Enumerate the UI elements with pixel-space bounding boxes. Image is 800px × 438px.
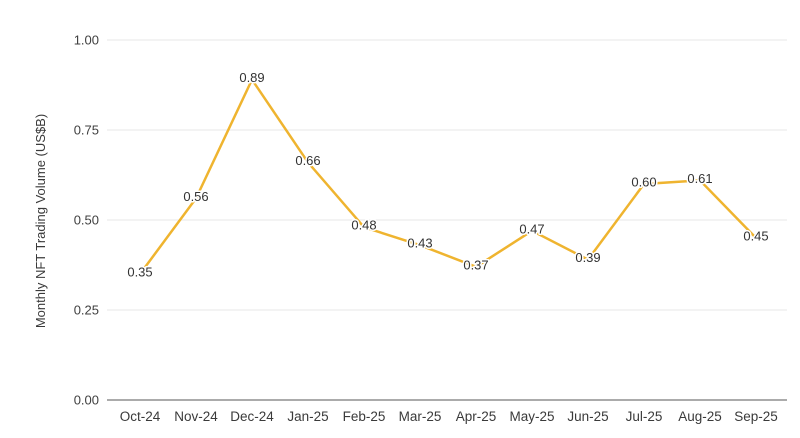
data-point-label: 0.37 (463, 257, 488, 272)
x-tick-label: Jun-25 (567, 409, 608, 424)
x-tick-label: Nov-24 (174, 409, 218, 424)
x-tick-label: Jan-25 (287, 409, 328, 424)
data-point-label: 0.89 (239, 70, 264, 85)
data-point-label: 0.66 (295, 153, 320, 168)
data-point-label: 0.48 (351, 218, 376, 233)
data-point-label: 0.45 (743, 229, 768, 244)
x-tick-label: May-25 (509, 409, 554, 424)
x-tick-label: Dec-24 (230, 409, 274, 424)
data-point-label: 0.47 (519, 221, 544, 236)
y-tick-label: 0.50 (74, 213, 99, 228)
y-axis-title: Monthly NFT Trading Volume (US$B) (33, 114, 48, 328)
x-tick-label: Sep-25 (734, 409, 778, 424)
data-point-label: 0.61 (687, 171, 712, 186)
data-point-label: 0.43 (407, 236, 432, 251)
data-point-label: 0.39 (575, 250, 600, 265)
x-tick-label: Apr-25 (456, 409, 497, 424)
data-series-line (138, 77, 757, 275)
x-tick-label: Aug-25 (678, 409, 722, 424)
x-tick-label: Mar-25 (399, 409, 442, 424)
x-tick-label: Feb-25 (343, 409, 386, 424)
data-point-label: 0.35 (127, 265, 152, 280)
x-tick-label: Oct-24 (120, 409, 161, 424)
x-tick-label: Jul-25 (626, 409, 663, 424)
data-point-label: 0.60 (631, 175, 656, 190)
y-tick-label: 1.00 (74, 33, 99, 48)
data-point-label: 0.56 (183, 189, 208, 204)
y-tick-label: 0.25 (74, 303, 99, 318)
y-tick-label: 0.75 (74, 123, 99, 138)
y-tick-label: 0.00 (74, 393, 99, 408)
